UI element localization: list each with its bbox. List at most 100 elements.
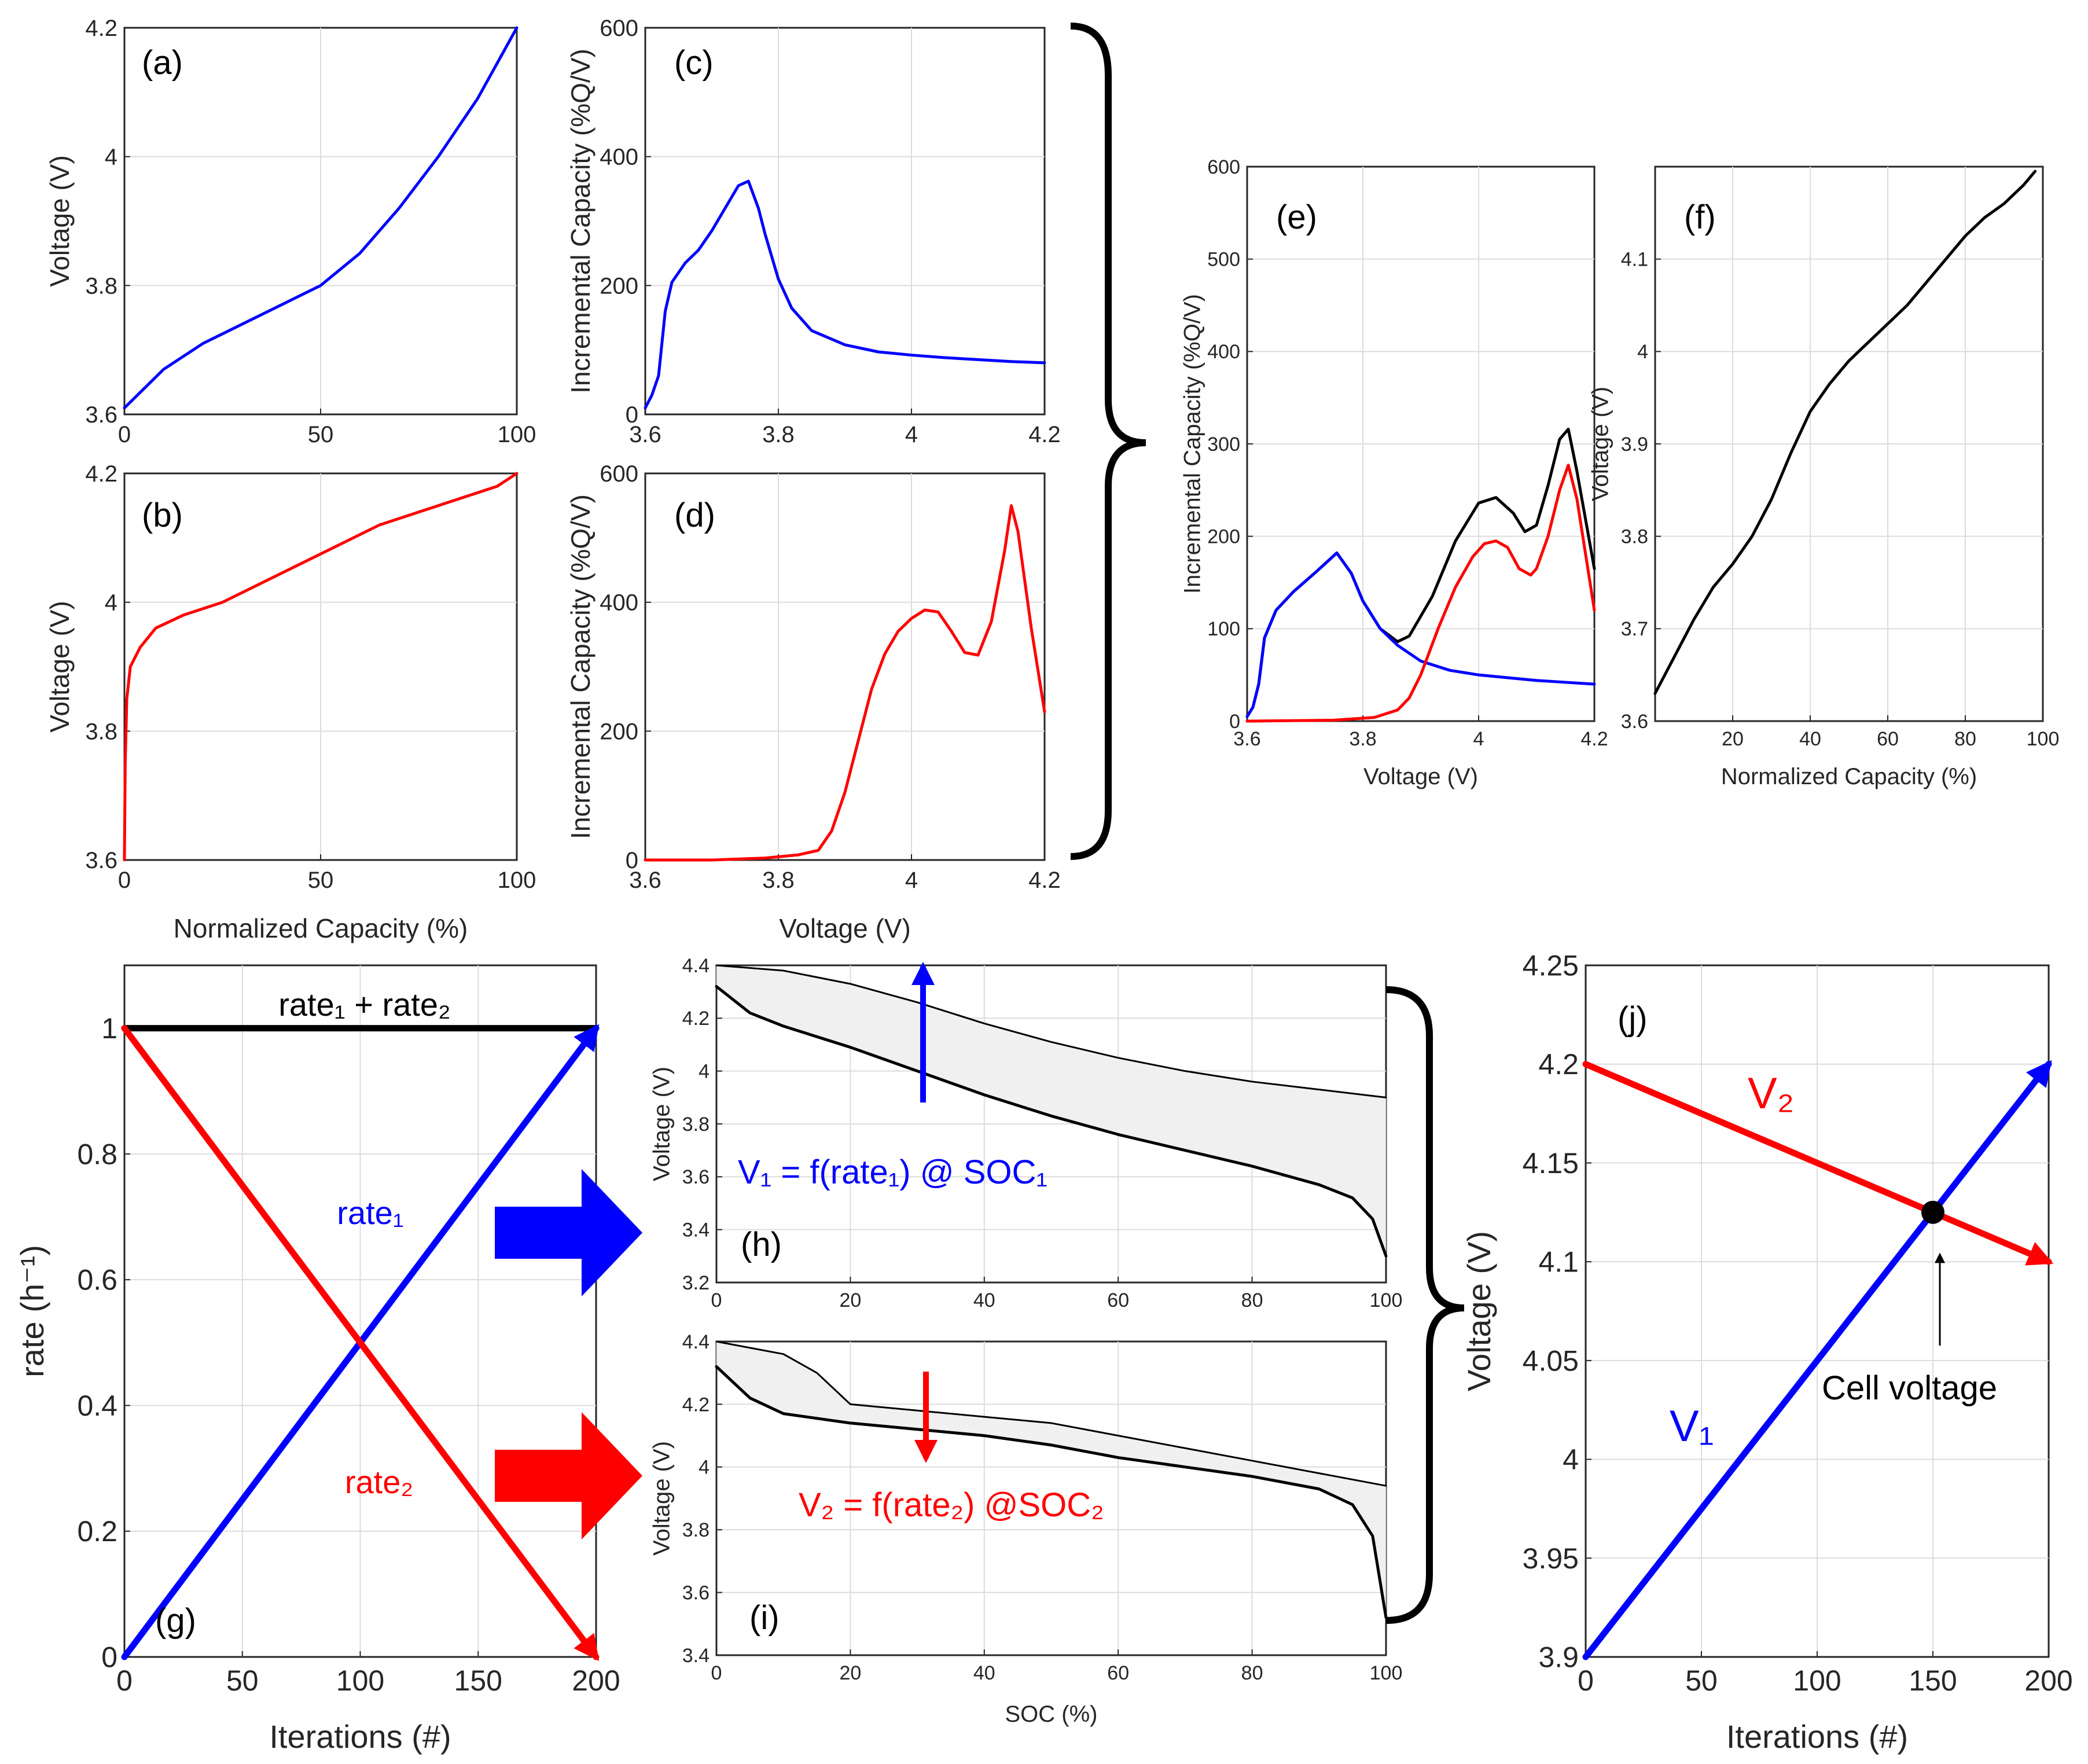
y-tick-label: 400 [600,590,638,616]
x-tick-label: 100 [1793,1664,1841,1697]
rate2-label-g: rate₂ [345,1464,413,1500]
y-tick-label: 4 [1563,1443,1579,1476]
y-tick-label: 4.4 [682,955,710,977]
y-axis-label: Voltage (V) [45,155,75,287]
x-tick-label: 4.2 [1580,728,1608,750]
x-tick-label: 100 [336,1664,384,1697]
series-line-upper-envelope [715,964,1387,1098]
chart-j: 0 50 100 150 200 3.9 3.95 4 4.05 4.1 4.15 4.2 4.25 (j… [1461,950,2073,1755]
panel-label-b: (b) [142,497,183,534]
y-axis-label: Voltage (V) [649,1441,674,1556]
y-tick-label: 3.6 [682,1166,710,1188]
x-tick-label: 60 [1107,1662,1129,1684]
series-line-negative-electrode-ic [644,504,1046,862]
y-tick-label: 4 [699,1457,710,1479]
panel-label-g: (g) [155,1602,196,1640]
x-tick-label: 80 [1241,1662,1263,1684]
y-tick-label: 0 [1229,711,1240,733]
series-line-negative [1245,464,1596,723]
y-tick-label: 500 [1207,249,1240,271]
y-tick-label: 3.4 [682,1645,710,1667]
rate1-label-g: rate₁ [337,1195,403,1231]
x-tick-label: 4 [1473,728,1484,750]
x-axis-label: Voltage (V) [1363,764,1478,789]
y-tick-label: 3.6 [85,402,117,428]
x-tick-label: 150 [1909,1664,1957,1697]
x-tick-label: 50 [308,422,334,447]
series-line-lower-envelope [715,1365,1388,1619]
series-line-positive-electrode [123,26,519,410]
y-tick-label: 3.8 [85,273,117,299]
x-tick-label: 3.6 [1233,728,1260,750]
panel-label-e: (e) [1276,199,1317,236]
y-tick-label: 4.4 [682,1331,710,1353]
y-tick-label: 0.6 [77,1264,117,1296]
x-tick-label: 100 [1370,1289,1403,1311]
y-tick-label: 200 [600,719,638,744]
series-line-negative-electrode [123,472,519,862]
x-tick-label: 200 [2024,1664,2072,1697]
x-tick-label: 100 [498,868,536,893]
y-tick-label: 3.8 [682,1113,710,1135]
y-axis-label: Incremental Capacity (%Q/V) [565,49,595,394]
y-tick-label: 4.15 [1523,1147,1579,1179]
x-tick-label: 40 [1799,728,1821,750]
y-tick-label: 3.6 [85,848,117,873]
y-tick-label: 3.9 [1621,433,1648,455]
y-axis-label: Incremental Capacity (%Q/V) [1179,294,1205,594]
x-axis-label: Normalized Capacity (%) [174,913,468,943]
plot-area-c [644,27,1046,416]
y-tick-label: 0.4 [77,1390,117,1422]
y-tick-label: 4 [105,145,117,170]
x-tick-label: 80 [1241,1289,1263,1311]
chart-i: 0 20 40 60 80 100 3.4 3.6 3.8 4 4.2 4.4 (i) SOC (%) Vo… [649,1331,1402,1727]
y-tick-label: 3.6 [682,1582,710,1604]
y-tick-label: 1 [101,1012,117,1045]
y-tick-label: 0 [101,1641,117,1674]
series-line-v2 [1582,1061,2054,1266]
y-axis-label: Voltage (V) [1461,1231,1497,1391]
series-line-positive [1245,551,1596,718]
x-tick-label: 20 [839,1289,861,1311]
series-line-v1 [1582,1060,2052,1660]
x-tick-label: 3.6 [629,422,661,447]
x-tick-label: 3.6 [629,868,661,893]
x-tick-label: 150 [454,1664,502,1697]
x-tick-label: 200 [572,1664,620,1697]
y-tick-label: 400 [600,145,638,170]
x-tick-label: 80 [1954,728,1976,750]
x-tick-label: 50 [1685,1664,1718,1697]
brace-hi-to-j [1385,986,1465,1624]
y-tick-label: 600 [600,16,638,41]
v2-label-j: V₂ [1748,1069,1794,1118]
panel-label-c: (c) [674,44,714,82]
chart-d: 3.6 3.8 4 4.2 0 200 400 600 (d) Voltage (V) Increm… [565,461,1061,943]
y-tick-label: 600 [1207,156,1240,178]
x-tick-label: 40 [973,1289,995,1311]
y-tick-label: 3.6 [1621,711,1648,733]
x-axis-label: Iterations (#) [269,1718,451,1755]
brace-cd-to-e [1070,23,1146,860]
x-axis-label: Normalized Capacity (%) [1721,764,1977,789]
chart-g: 0 50 100 150 200 0 0.2 0.4 0.6 0.8 1 (g) Iterations … [14,964,620,1755]
formula-h: V₁ = f(rate₁) @ SOC₁ [738,1153,1047,1191]
x-tick-label: 0 [1578,1664,1594,1697]
x-tick-label: 0 [118,868,131,893]
x-axis-label: SOC (%) [1005,1701,1098,1727]
y-tick-label: 4.2 [682,1008,710,1030]
v1-label-j: V₁ [1670,1402,1714,1451]
y-tick-label: 0 [626,402,638,428]
y-tick-label: 3.7 [1621,618,1648,640]
series-line-upper-envelope [715,1340,1387,1487]
series-line-positive-electrode-ic [644,179,1046,410]
y-tick-label: 4 [1637,341,1648,363]
y-tick-label: 4.05 [1523,1344,1579,1377]
panel-label-h: (h) [741,1226,782,1263]
x-tick-label: 60 [1877,728,1899,750]
x-tick-label: 4 [905,868,918,893]
y-tick-label: 4.25 [1523,950,1579,982]
y-tick-label: 4.2 [682,1394,710,1416]
y-tick-label: 200 [600,273,638,299]
y-axis-label: Incremental Capacity (%Q/V) [565,494,595,839]
y-tick-label: 100 [1207,618,1240,640]
